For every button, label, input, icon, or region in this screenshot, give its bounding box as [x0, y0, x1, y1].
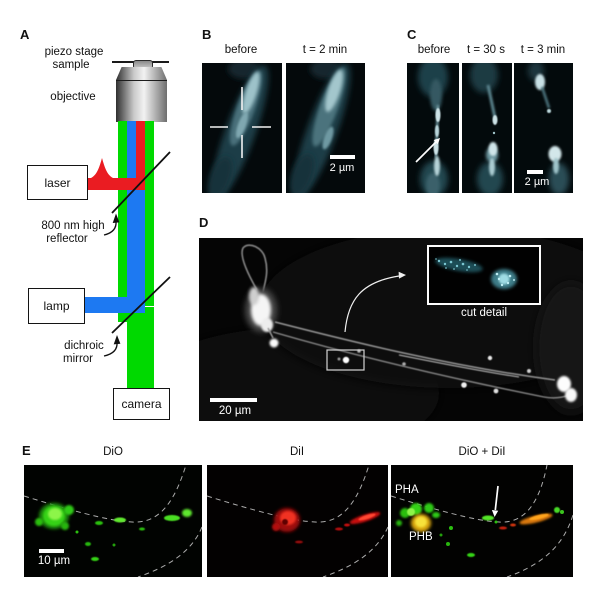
panel-a-overlay: [91, 151, 171, 357]
photo-b-before: [202, 63, 282, 193]
laser-beam-horizontal: [86, 178, 145, 190]
worm-outline-dashed: [207, 465, 388, 577]
reflector-label-line2: reflector: [46, 233, 88, 245]
laser-box: laser: [27, 165, 88, 200]
lamp-label: lamp: [43, 299, 70, 313]
cut-site-arrow-icon: [415, 138, 440, 163]
camera-box: camera: [113, 388, 170, 420]
cut-detail-label: cut detail: [460, 307, 508, 319]
phb-annotation: PHB: [409, 531, 433, 543]
panel-c-title-t30s: t = 30 s: [466, 44, 506, 56]
reflector-pointer-arrowhead-icon: [112, 213, 120, 223]
scale-bar-label: 20 µm: [218, 405, 252, 417]
photo-c-t30s-art: [462, 63, 512, 193]
lamp-beam-vertical-lower: [127, 187, 145, 307]
reflector-label-line1: 800 nm high: [41, 220, 105, 232]
scale-bar: [330, 155, 355, 159]
photo-e-dio-art: [24, 465, 202, 577]
photo-b-t2min: 2 µm: [286, 63, 365, 193]
photo-b-before-art: [202, 63, 282, 193]
lamp-beam-horizontal: [82, 297, 145, 313]
photo-c-before-art: [407, 63, 459, 193]
fluorescence-beam-left: [118, 121, 127, 322]
photo-e-dii: [207, 465, 388, 577]
lamp-box: lamp: [28, 288, 85, 324]
panel-c-title-before: before: [417, 44, 451, 56]
photo-b-t2min-art: [286, 63, 365, 193]
scale-bar: [527, 170, 543, 174]
merge-pointer-arrow-icon: [491, 485, 499, 517]
dichroic-mirror-line: [111, 276, 171, 334]
crosshair-icon: [210, 87, 271, 158]
fluorescence-beam-to-camera: [127, 307, 154, 390]
laser-label: laser: [44, 175, 71, 190]
sample-label: sample: [52, 59, 90, 71]
scale-bar-label: 2 µm: [524, 176, 550, 188]
panel-b-title-before: before: [224, 44, 258, 56]
panel-e-title-merge: DiO + DiI: [458, 446, 506, 458]
photo-c-t30s: [462, 63, 512, 193]
pha-annotation: PHA: [395, 484, 419, 496]
laser-beam-vertical: [136, 121, 145, 187]
photo-e-merge-art: [391, 465, 573, 577]
inset-pointer-arrow-icon: [344, 271, 406, 333]
cut-detail-inset: [427, 245, 541, 305]
reflector-mirror-line: [111, 151, 171, 214]
panel-c-label: C: [407, 27, 417, 42]
photo-e-dii-art: [207, 465, 388, 577]
fluorescence-beam-right: [145, 121, 154, 306]
reflector-pointer-arrow-icon: [103, 220, 117, 236]
dichroic-label-line2: mirror: [62, 353, 94, 365]
panel-d-label: D: [199, 215, 209, 230]
photo-c-before: [407, 63, 459, 193]
panel-a-label: A: [20, 27, 30, 42]
dichroic-label-line1: dichroic: [64, 340, 104, 352]
panel-b-label: B: [202, 27, 212, 42]
laser-pulse-icon: [91, 158, 113, 178]
dichroic-pointer-arrowhead-icon: [113, 335, 121, 345]
piezo-stage-label: piezo stage: [44, 46, 104, 58]
scale-bar-label: 2 µm: [329, 162, 355, 174]
scale-bar: [39, 549, 64, 553]
objective-top: [116, 67, 167, 80]
camera-label: camera: [121, 397, 162, 411]
photo-e-merge: PHA PHB: [391, 465, 573, 577]
panel-e-title-dio: DiO: [103, 446, 123, 458]
panel-e-title-dii: DiI: [289, 446, 305, 458]
objective-label: objective: [50, 91, 96, 103]
photo-e-dio: 10 µm: [24, 465, 202, 577]
scale-bar-label: 10 µm: [37, 555, 71, 567]
panel-e-label: E: [22, 443, 31, 458]
photo-c-t3min: 2 µm: [514, 63, 573, 193]
lamp-beam-vertical-upper: [127, 121, 136, 187]
photo-d-overview: cut detail 20 µm: [199, 238, 583, 421]
photo-d-art: [199, 238, 583, 421]
objective-body: [116, 80, 167, 122]
photo-c-t3min-art: [514, 63, 573, 193]
panel-c-title-t3min: t = 3 min: [520, 44, 566, 56]
panel-b-title-t2min: t = 2 min: [302, 44, 348, 56]
scale-bar: [210, 398, 257, 402]
cut-region-rectangle: [326, 349, 365, 371]
